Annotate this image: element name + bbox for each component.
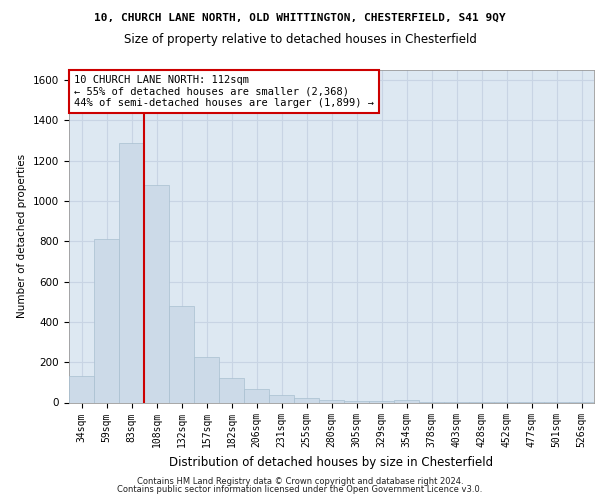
Bar bbox=[144, 185, 169, 402]
Bar bbox=[394, 400, 419, 402]
Y-axis label: Number of detached properties: Number of detached properties bbox=[17, 154, 28, 318]
Bar bbox=[344, 401, 369, 402]
Text: 10, CHURCH LANE NORTH, OLD WHITTINGTON, CHESTERFIELD, S41 9QY: 10, CHURCH LANE NORTH, OLD WHITTINGTON, … bbox=[94, 12, 506, 22]
Text: 10 CHURCH LANE NORTH: 112sqm
← 55% of detached houses are smaller (2,368)
44% of: 10 CHURCH LANE NORTH: 112sqm ← 55% of de… bbox=[74, 75, 374, 108]
Bar bbox=[119, 142, 144, 402]
X-axis label: Distribution of detached houses by size in Chesterfield: Distribution of detached houses by size … bbox=[169, 456, 494, 469]
Bar bbox=[69, 376, 94, 402]
Bar bbox=[94, 240, 119, 402]
Text: Size of property relative to detached houses in Chesterfield: Size of property relative to detached ho… bbox=[124, 32, 476, 46]
Bar bbox=[194, 357, 219, 403]
Bar bbox=[219, 378, 244, 402]
Text: Contains public sector information licensed under the Open Government Licence v3: Contains public sector information licen… bbox=[118, 485, 482, 494]
Bar bbox=[269, 396, 294, 402]
Bar bbox=[244, 390, 269, 402]
Bar bbox=[169, 306, 194, 402]
Text: Contains HM Land Registry data © Crown copyright and database right 2024.: Contains HM Land Registry data © Crown c… bbox=[137, 477, 463, 486]
Bar bbox=[294, 398, 319, 402]
Bar bbox=[319, 400, 344, 402]
